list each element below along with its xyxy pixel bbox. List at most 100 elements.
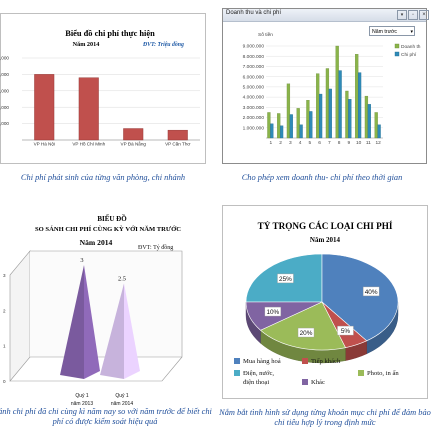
slice-label: 40% — [365, 289, 378, 296]
bars — [34, 74, 188, 141]
legend-swatch-cost — [394, 51, 400, 57]
slice-label-box — [337, 325, 354, 336]
y-tick-label: 8.000.000 — [243, 54, 265, 60]
close-icon[interactable]: × — [419, 10, 429, 20]
y-tick-label: 7.000.000 — [243, 64, 265, 70]
legend: Doanh th Chi phí — [394, 43, 421, 58]
period-select-value: Năm trước — [372, 29, 398, 35]
slice-label-box — [264, 306, 282, 317]
share-panel: TỶ TRỌNG CÁC LOẠI CHI PHÍ Năm 2014 25% 40… — [219, 205, 434, 434]
legend-label: Photo, in ấn — [367, 370, 399, 377]
y-tick-label: 2.000.000 — [243, 115, 265, 121]
window-title-bar — [223, 9, 426, 22]
gridlines — [266, 45, 383, 139]
pie-slice — [259, 301, 346, 351]
office-cost-caption: Chi phí phát sinh của từng văn phòng, ch… — [20, 173, 186, 182]
x-tick-labels: Quý 1 năm 2013 Quý 1 năm 2014 — [71, 393, 133, 407]
office-cost-chart: Biểu đồ chi phí thực hiện Năm 2014 ĐVT: … — [0, 29, 200, 147]
bar-cost — [270, 123, 274, 139]
pyramid-left-face — [100, 283, 124, 379]
bar-revenue — [374, 112, 378, 139]
y-tick-label: 2 — [3, 308, 6, 313]
y-axis-title: Số tiền — [258, 32, 273, 38]
bar-revenue — [364, 95, 369, 139]
y-tick-label: 1.000.000 — [243, 125, 265, 131]
yoy-caption: ánh chi phí đã chi cùng kì năm nay so vớ… — [0, 407, 212, 426]
legend-swatch-revenue — [394, 43, 400, 49]
pyramid-right-face — [124, 283, 140, 379]
x-tick-label: VP Hà Nội — [34, 142, 55, 147]
x-tick-labels: 1 2 3 4 5 6 7 8 9 10 11 12 — [270, 140, 382, 146]
x-tick-label-line2: năm 2014 — [111, 401, 133, 407]
legend-swatch — [234, 358, 240, 364]
pyramid-right-face — [84, 265, 100, 379]
x-tick-label: VP Hồ Chí Minh — [72, 142, 105, 147]
y-tick-label: 0 — [3, 379, 6, 384]
period-select[interactable]: Năm trước ▾ — [369, 26, 415, 36]
legend-label-revenue: Doanh th — [401, 44, 421, 50]
y-tick-label: 6.000.000 — [243, 74, 265, 80]
y-tick-label: 1 — [3, 344, 6, 349]
y-tick-label: 3 — [3, 273, 6, 278]
legend-label-cost: Chi phí — [401, 52, 417, 58]
window-controls: ▾ ▫ × — [397, 10, 429, 20]
slice-label: 5% — [341, 328, 351, 335]
bar-revenue — [325, 68, 330, 139]
bar-cost — [318, 93, 323, 139]
y-tick-label: 4.000.000 — [243, 95, 265, 101]
x-tick-label: 6 — [318, 140, 321, 146]
dropdown-arrow-icon[interactable]: ▾ — [397, 10, 407, 20]
slice-label-box — [297, 327, 315, 338]
legend-swatch — [358, 370, 364, 376]
legend-swatch — [302, 379, 308, 385]
bar-cost — [367, 104, 371, 139]
pyramid-left-face — [60, 265, 84, 379]
slice-label: 20% — [300, 330, 313, 337]
legend-label: Tiếp khách — [311, 358, 341, 365]
x-tick-labels: VP Hà Nội VP Hồ Chí Minh VP Đà Nẵng VP Cần … — [34, 141, 191, 147]
bar — [78, 77, 99, 141]
restore-icon[interactable]: ▫ — [408, 10, 418, 20]
slice-label-box — [277, 273, 294, 284]
x-tick-label: 8 — [338, 140, 341, 146]
chart-title-line2: SO SÁNH CHI PHÍ CÙNG KỲ VỚI NĂM TRƯỚC — [35, 225, 181, 233]
legend-label: Khác — [311, 379, 325, 386]
bar-cost — [328, 88, 332, 139]
office-cost-panel: Biểu đồ chi phí thực hiện Năm 2014 ĐVT: … — [0, 0, 206, 190]
x-tick-label: 3 — [289, 140, 292, 146]
pie-slice — [321, 253, 399, 342]
chart-year: Năm 2014 — [73, 41, 100, 48]
bar-cost — [279, 125, 284, 139]
yoy-panel: BIỂU ĐỒ SO SÁNH CHI PHÍ CÙNG KỲ VỚI NĂM … — [0, 205, 212, 434]
bar-revenue — [355, 54, 359, 139]
bar — [167, 129, 188, 141]
x-tick-label: 7 — [328, 140, 331, 146]
bar-revenue — [345, 90, 349, 139]
bar-revenue — [306, 100, 310, 139]
x-tick-label: 2 — [279, 140, 282, 146]
x-tick-label: 12 — [375, 140, 381, 146]
revenue-cost-caption: Cho phép xem doanh thu- chi phí theo thờ… — [241, 173, 403, 182]
bar — [123, 128, 144, 141]
x-tick-label-line2: năm 2013 — [71, 401, 93, 407]
slice-labels: 25% 40% 5% 20% 10% — [264, 273, 380, 338]
bar-revenue — [286, 83, 291, 139]
bar-revenue — [335, 45, 339, 139]
chart-title: TỶ TRỌNG CÁC LOẠI CHI PHÍ — [258, 221, 393, 231]
x-tick-label: 11 — [366, 140, 371, 146]
bar-cost — [309, 111, 313, 139]
window-title: Doanh thu và chi phí — [226, 10, 282, 16]
chart-title-line1: BIỂU ĐỒ — [97, 215, 127, 223]
bars — [267, 45, 381, 139]
x-tick-label: 4 — [299, 140, 302, 146]
y-tick-label: ,000 — [0, 105, 9, 110]
slice-label-box — [362, 286, 380, 297]
bar-cost — [299, 124, 303, 139]
pyramids: 32.5 — [60, 257, 140, 379]
x-tick-label: VP Đà Nẵng — [121, 141, 147, 147]
legend: Mua hàng hoá Tiếp khách Điện, nước, điện th… — [234, 358, 399, 386]
bar-cost — [377, 124, 381, 139]
slice-label: 10% — [266, 309, 279, 316]
slice-label: 25% — [279, 276, 292, 283]
legend-swatch — [302, 358, 308, 364]
